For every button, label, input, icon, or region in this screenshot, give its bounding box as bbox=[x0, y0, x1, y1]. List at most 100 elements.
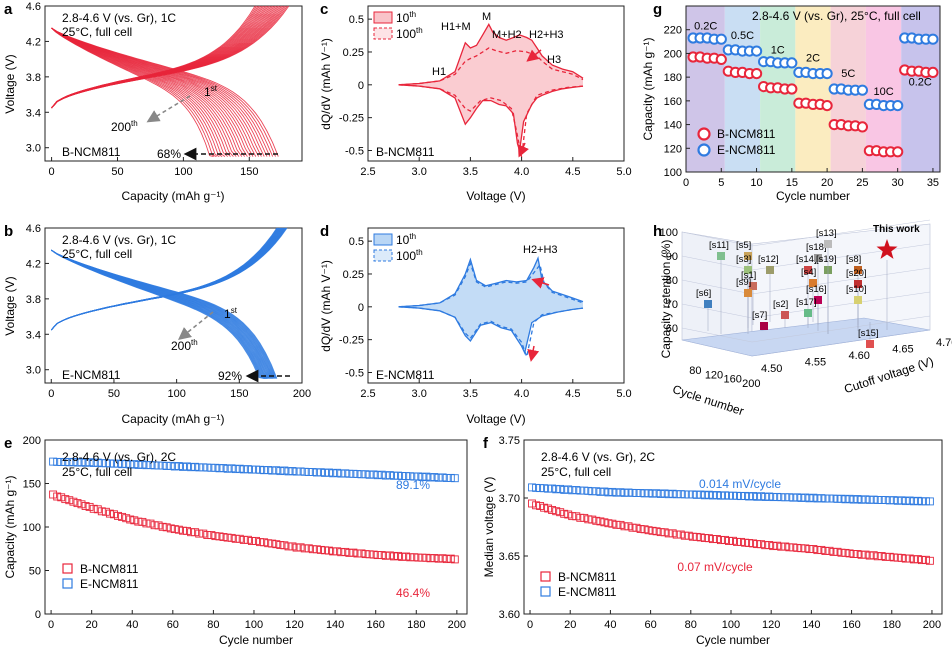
ref-marker bbox=[804, 266, 812, 274]
legend-marker-b-g bbox=[697, 127, 711, 141]
cycle-point bbox=[357, 470, 366, 479]
cycle-point bbox=[616, 520, 625, 529]
x-axis-label-c: Voltage (V) bbox=[466, 189, 525, 203]
cycle-point bbox=[402, 552, 411, 561]
cycle-point bbox=[596, 517, 605, 526]
y-tick-label: 0.25 bbox=[343, 269, 364, 281]
ref-label: [s6] bbox=[696, 288, 711, 299]
cycle-point bbox=[721, 535, 729, 544]
cycle-point bbox=[81, 502, 90, 510]
y-tick-label: 3.65 bbox=[499, 551, 520, 563]
cycle-point bbox=[688, 490, 697, 499]
x-tick-label: 200 bbox=[448, 619, 466, 631]
condition-line1-a: 2.8-4.6 V (vs. Gr), 1C bbox=[62, 11, 176, 25]
cycle-point bbox=[203, 463, 212, 472]
cycle-point bbox=[749, 492, 758, 500]
rate-point bbox=[786, 83, 798, 95]
cycle-point bbox=[398, 472, 407, 480]
cycle-point bbox=[712, 491, 721, 499]
cycle-point bbox=[676, 490, 685, 499]
peak-h2h3-c: H2+H3 bbox=[529, 29, 564, 41]
cycle-point bbox=[215, 464, 224, 473]
charge-10th bbox=[398, 23, 584, 86]
x-tick-label: 100 bbox=[174, 166, 192, 178]
cycle-point bbox=[608, 487, 617, 496]
cycle-point bbox=[260, 466, 269, 475]
cycle-point bbox=[837, 494, 846, 503]
cycle-point bbox=[292, 467, 301, 476]
cycle-point bbox=[377, 470, 386, 479]
cycle-point bbox=[110, 510, 118, 519]
cycle-point bbox=[438, 473, 447, 482]
plot-frame-f bbox=[523, 439, 943, 615]
cycle-point bbox=[174, 462, 183, 470]
legend-marker-b-e bbox=[62, 563, 73, 574]
cycle-point bbox=[620, 522, 629, 531]
cycle-point bbox=[231, 465, 240, 474]
condition-line1-b: 2.8-4.6 V (vs. Gr), 1C bbox=[62, 233, 176, 247]
sample-label-a: B-NCM811 bbox=[62, 145, 121, 159]
cycle-point bbox=[676, 530, 685, 539]
cycle-point bbox=[733, 491, 741, 500]
cycle-point bbox=[150, 521, 159, 530]
cycle-point bbox=[917, 556, 926, 565]
cycle-point bbox=[580, 486, 589, 495]
x-tick-label: 200 bbox=[923, 619, 941, 631]
cycle-point bbox=[195, 529, 204, 538]
legend-marker-b-f bbox=[540, 571, 551, 582]
cycle-point bbox=[187, 463, 196, 472]
cycle-point bbox=[329, 469, 338, 478]
cycle-point bbox=[77, 458, 86, 467]
cycle-arrow-a bbox=[146, 95, 191, 123]
cycle-point bbox=[126, 460, 135, 469]
cycle-point bbox=[664, 529, 673, 538]
cycle-point bbox=[191, 528, 200, 537]
x-tick-label: 120 bbox=[285, 619, 303, 631]
x-tick-label: 0 bbox=[48, 619, 54, 631]
cycle-point bbox=[321, 468, 329, 477]
cycle-point bbox=[134, 461, 143, 469]
cycle-point bbox=[781, 542, 790, 551]
cycle-point bbox=[925, 556, 934, 565]
cycle-point bbox=[536, 502, 545, 510]
cycle-point bbox=[893, 496, 902, 505]
cycle-point bbox=[252, 465, 260, 474]
retention-value-b: 92% bbox=[218, 369, 242, 383]
cycle-point bbox=[53, 492, 62, 501]
rate-label: 2C bbox=[806, 53, 820, 65]
cycle-point bbox=[353, 549, 362, 558]
cycle-point bbox=[652, 527, 661, 536]
y-tick-label: 3.0 bbox=[26, 143, 41, 155]
cycle-point bbox=[341, 547, 350, 556]
cycle-point bbox=[841, 495, 850, 504]
z-tick-label: 4.50 bbox=[761, 363, 782, 375]
ref-label: [s7] bbox=[752, 310, 767, 321]
rate-band bbox=[901, 6, 940, 172]
panel-d: d 2.5 3.0 3.5 4.0 4.5 5.0 -0.5 -0.25 0 0.25 0.5 10… bbox=[319, 223, 632, 426]
cycle-point bbox=[304, 544, 313, 553]
cycle-point bbox=[296, 543, 305, 552]
cycle-point bbox=[797, 494, 806, 502]
cycle-point bbox=[889, 553, 898, 562]
cycle-point bbox=[825, 494, 834, 503]
cycle-point bbox=[166, 524, 175, 533]
cycle-point bbox=[560, 485, 569, 494]
ref-label: [s14] bbox=[796, 254, 817, 265]
x-tick-label: 40 bbox=[604, 619, 616, 631]
cycle-point bbox=[61, 495, 70, 504]
cycle-point bbox=[909, 555, 918, 564]
x-tick-label: 180 bbox=[883, 619, 901, 631]
cycle-point bbox=[761, 493, 770, 501]
cycle-point bbox=[422, 553, 431, 562]
cycle-point bbox=[118, 512, 127, 521]
ref-marker bbox=[704, 300, 712, 308]
x-tick-label: 150 bbox=[230, 388, 248, 400]
ref-label: [s12] bbox=[758, 254, 779, 265]
cycle-point bbox=[227, 464, 236, 473]
cycle-point bbox=[89, 504, 98, 513]
cycle-point bbox=[69, 457, 78, 466]
cycle-point bbox=[219, 533, 228, 541]
y-axis-label-e: Capacity (mAh g⁻¹) bbox=[3, 475, 17, 578]
cycle-point bbox=[414, 472, 423, 481]
